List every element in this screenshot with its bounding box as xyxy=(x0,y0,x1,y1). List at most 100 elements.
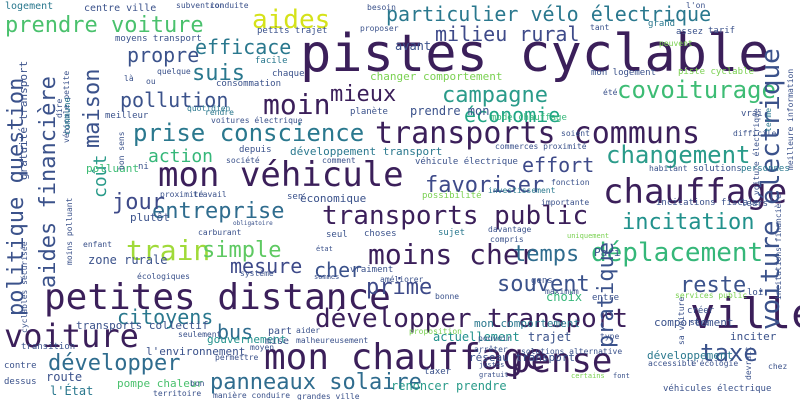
word-dessus: dessus xyxy=(4,377,37,387)
word-investissement: investissement xyxy=(488,186,556,195)
word-ete: été xyxy=(603,88,618,97)
word-prime: prime xyxy=(366,275,433,300)
word-simple: simple xyxy=(202,238,282,263)
word-plutot: plutôt xyxy=(130,211,170,224)
word-soient: soient xyxy=(561,129,590,138)
word-sommes: sommes xyxy=(314,273,340,281)
word-sen: sen xyxy=(287,192,304,202)
word-uniquement: uniquement xyxy=(567,232,610,240)
word-creer: créer xyxy=(687,306,715,316)
word-cher: cher xyxy=(314,258,363,282)
word-systeme: système xyxy=(240,269,274,278)
word-gratuit: gratuit xyxy=(479,371,509,379)
word-pense: pense xyxy=(510,341,613,381)
word-chauffage: chauffage xyxy=(603,172,788,212)
word-favoriser: favoriser xyxy=(425,173,545,198)
word-ameliorer: améliorer xyxy=(380,275,424,284)
word-services-public: services public xyxy=(675,291,748,300)
word-lenvironnement: l'environnement xyxy=(146,345,246,358)
word-davantage: davantage xyxy=(488,225,532,234)
word-ou: ou xyxy=(146,77,156,86)
word-covoiturage: covoiturage xyxy=(617,76,776,104)
word-aider: aider xyxy=(296,326,321,335)
word-etat: état xyxy=(316,245,333,253)
word-sera: sera xyxy=(690,318,710,327)
word-difficile: difficile xyxy=(733,129,777,138)
word-terme: terme xyxy=(764,107,773,132)
word-besoin: besoin xyxy=(367,3,396,12)
word-meilleure-information: meilleure information xyxy=(786,68,795,170)
word-planete: planète xyxy=(350,107,388,117)
word-transition: transition xyxy=(21,342,76,352)
word-actuellement: actuellement xyxy=(433,330,520,344)
word-proposer: proposer xyxy=(360,24,399,33)
word-avant: avant xyxy=(395,39,432,53)
word-gouvernement: gouvernement xyxy=(207,333,287,346)
word-transports-communs: transports communs xyxy=(375,116,701,151)
word-bon: bon xyxy=(190,379,205,388)
word-moins-polluant: moins polluant xyxy=(65,197,74,265)
word-choses: choses xyxy=(364,229,397,239)
word-incitations-financiere: incitations financière xyxy=(774,194,783,300)
word-chaque: chaque xyxy=(272,69,305,79)
word-enfant: enfant xyxy=(83,240,112,249)
word-arreter: arrêter xyxy=(474,345,508,354)
word-developpement-transport: développement transport xyxy=(290,145,443,158)
word-vraiment: vraiment xyxy=(350,265,394,275)
word-carburant: carburant xyxy=(198,228,242,237)
word-incitation: incitation xyxy=(622,210,755,235)
word-rendre: rendre xyxy=(205,108,234,117)
word-particulier-velo-electrique: particulier vélo électrique xyxy=(386,2,712,26)
word-voitures-electrique: voitures électrique xyxy=(211,116,303,125)
word-voiture: voiture xyxy=(4,317,139,355)
word-ville: ville xyxy=(690,289,800,338)
word-maison: maison xyxy=(80,68,105,148)
word-subvention: subvention xyxy=(176,1,225,10)
word-moyen: moyen xyxy=(250,343,275,352)
word-mesure: mesure xyxy=(230,254,303,278)
word-mon-logement: mon logement xyxy=(591,68,657,78)
word-zone-rurale: zone rurale xyxy=(88,253,168,267)
word-moyens-transport: moyens transport xyxy=(115,34,202,44)
word-citoyens: citoyens xyxy=(117,305,214,329)
word-gens: gens xyxy=(531,276,553,286)
word-mieux: mieux xyxy=(330,82,397,107)
word-moins-cher: moins cher xyxy=(368,238,537,271)
word-renoncer-prendre: renoncer prendre xyxy=(391,379,507,393)
word-lon: l'on xyxy=(686,1,706,10)
word-proximite: proximité xyxy=(160,190,204,199)
word-habitant: habitant xyxy=(649,164,688,173)
word-seulement: seulement xyxy=(178,330,222,339)
word-milieu-rural: milieu rural xyxy=(435,22,580,46)
word-travail: travail xyxy=(193,190,227,199)
word-jour: jour xyxy=(112,190,165,215)
word-part: part xyxy=(268,326,293,337)
word-vrai: vrai xyxy=(741,109,763,119)
word-prendre-voiture: prendre voiture xyxy=(5,13,204,38)
word-compris: compris xyxy=(490,235,524,244)
word-polluant: polluant xyxy=(86,162,139,175)
word-bonne: bonne xyxy=(435,292,460,301)
word-ni: ni xyxy=(138,162,149,172)
word-tant: tant xyxy=(590,23,610,32)
word-mon-vehicule: mon véhicule xyxy=(158,155,404,195)
word-campagne: campagne xyxy=(442,83,548,108)
word-effort: effort xyxy=(522,153,595,177)
word-commerces-proximite: commerces proximité xyxy=(495,142,587,151)
word-commune: commune xyxy=(63,97,73,135)
word-pari: Pari xyxy=(594,246,621,259)
word-pompe-chaleur: pompe chaleur xyxy=(117,377,204,390)
word-pistes-cyclable: pistes cyclable xyxy=(300,24,770,84)
word-meilleur: meilleur xyxy=(105,111,149,121)
word-choix: choix xyxy=(546,290,583,304)
word-peuvent: peuvent xyxy=(659,39,693,48)
word-ecologiques: écologiques xyxy=(137,272,190,281)
word-grand: grand xyxy=(648,19,676,29)
word-maniere-conduire: manière conduire xyxy=(213,391,291,400)
word-temps: temps xyxy=(513,242,580,267)
word-mon-comportement: mon comportement xyxy=(474,317,580,330)
word-grandes-ville: grandes ville xyxy=(297,392,360,400)
word-comportement: comportement xyxy=(654,316,734,329)
word-transports-collectif: transports collectif xyxy=(76,319,209,332)
word-lecologie: l'écologie xyxy=(690,359,739,368)
